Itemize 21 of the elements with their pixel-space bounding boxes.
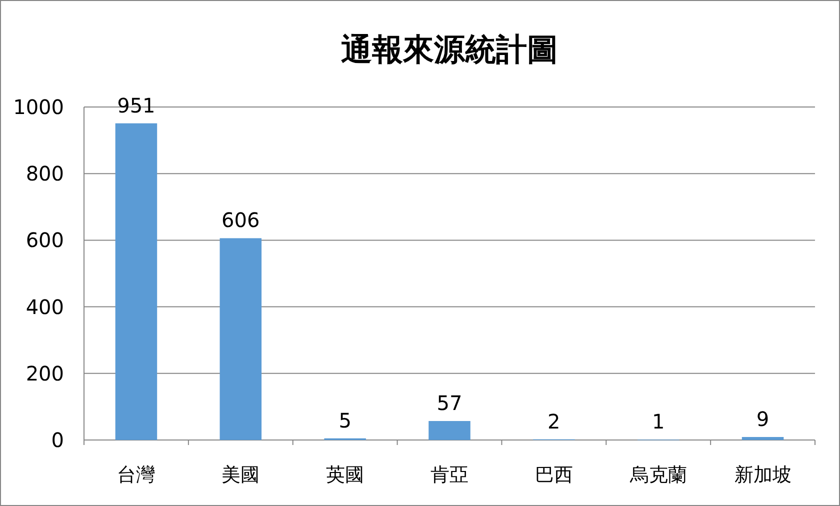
x-tick-label: 新加坡 bbox=[734, 464, 792, 486]
x-tick-label: 肯亞 bbox=[430, 464, 468, 486]
data-label: 951 bbox=[117, 93, 156, 118]
y-tick-label: 0 bbox=[51, 428, 64, 452]
data-label: 9 bbox=[756, 407, 770, 432]
data-label: 57 bbox=[436, 391, 462, 416]
x-tick-label: 巴西 bbox=[534, 464, 573, 486]
x-tick-label: 烏克蘭 bbox=[628, 464, 687, 486]
data-label: 5 bbox=[338, 408, 352, 432]
data-label: 606 bbox=[222, 208, 260, 232]
x-tick-label: 台灣 bbox=[117, 464, 156, 486]
y-tick-label: 1000 bbox=[13, 95, 64, 119]
x-tick-label: 美國 bbox=[222, 464, 260, 486]
data-label: 1 bbox=[652, 410, 665, 434]
y-tick-label: 800 bbox=[26, 162, 64, 186]
y-tick-label: 400 bbox=[26, 294, 64, 319]
y-tick-label: 600 bbox=[26, 228, 64, 252]
x-tick-label: 英國 bbox=[326, 464, 364, 486]
y-tick-label: 200 bbox=[26, 361, 64, 386]
data-label: 2 bbox=[548, 409, 560, 434]
chart-title: 通報來源統計圖 bbox=[341, 32, 558, 68]
